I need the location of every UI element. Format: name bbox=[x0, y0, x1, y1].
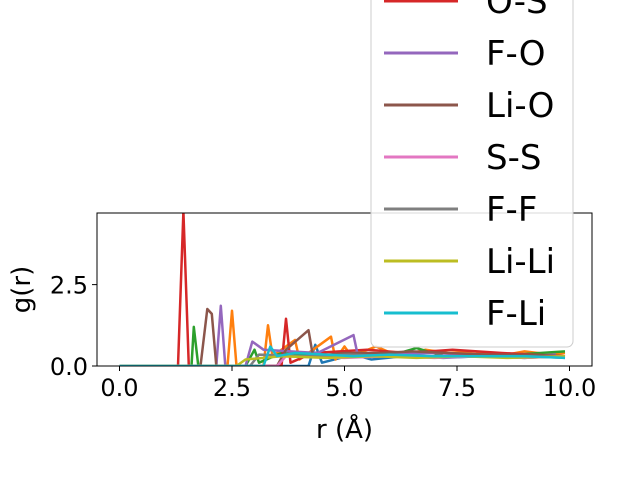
y-axis-ticks: 0.0 2.5 bbox=[50, 272, 97, 381]
x-tick-label: 10.0 bbox=[543, 374, 596, 402]
legend-entry: F-Li bbox=[384, 294, 546, 334]
legend-label: F-O bbox=[486, 34, 546, 74]
legend-label: Li-O bbox=[486, 86, 554, 126]
legend-label: F-F bbox=[486, 190, 537, 230]
x-tick-label: 7.5 bbox=[438, 374, 476, 402]
x-tick-label: 0.0 bbox=[100, 374, 138, 402]
series-layer bbox=[119, 213, 566, 366]
legend-entry: F-F bbox=[384, 190, 537, 230]
y-axis-label: g(r) bbox=[7, 266, 37, 313]
legend: O-S F-O Li-O S-S F-F Li-Li F-Li bbox=[370, 0, 574, 348]
legend-label: O-S bbox=[486, 0, 548, 22]
y-tick-label: 2.5 bbox=[50, 272, 88, 300]
x-axis-ticks: 0.0 2.5 5.0 7.5 10.0 bbox=[100, 366, 596, 402]
legend-entry: S-S bbox=[384, 138, 541, 178]
x-tick-label: 2.5 bbox=[213, 374, 251, 402]
series-line-li-li bbox=[119, 354, 566, 366]
legend-entry: O-S bbox=[384, 0, 548, 22]
series-line-li-o bbox=[119, 307, 566, 366]
y-tick-label: 0.0 bbox=[50, 353, 88, 381]
series-line-f-li bbox=[119, 345, 566, 366]
x-axis-label: r (Å) bbox=[316, 413, 373, 445]
legend-entry: Li-Li bbox=[384, 242, 555, 282]
legend-entry: Li-O bbox=[384, 86, 554, 126]
legend-label: Li-Li bbox=[486, 242, 555, 282]
x-tick-label: 5.0 bbox=[325, 374, 363, 402]
plot-area: 0.0 2.5 5.0 7.5 10.0 0.0 2.5 bbox=[50, 212, 596, 402]
legend-label: S-S bbox=[486, 138, 541, 178]
legend-entry: F-O bbox=[384, 34, 546, 74]
legend-label: F-Li bbox=[486, 294, 546, 334]
